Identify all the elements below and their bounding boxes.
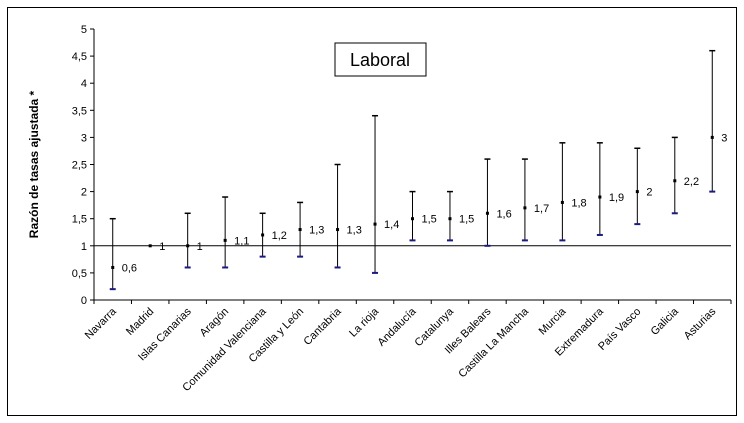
y-tick-label: 0,5 xyxy=(72,268,87,280)
y-tick-label: 3,5 xyxy=(72,105,87,117)
chart-frame: 0 0,5 1 1,5 2 2,5 3 3,5 4 4,5 5 0,6 1 1 1,1 1,2 1,3 1,3 1… xyxy=(7,7,737,416)
error-bar-group: 0,6 xyxy=(109,217,137,291)
y-tick-label: 3 xyxy=(81,132,87,144)
x-category-label: Murcia xyxy=(537,305,569,337)
error-bar-group: 1,4 xyxy=(372,114,399,274)
data-label: 1,9 xyxy=(609,192,624,204)
error-bar-group: 3 xyxy=(709,49,727,193)
estimate-point xyxy=(523,206,527,210)
x-category-label: Galicia xyxy=(649,305,682,338)
x-category-label: Aragón xyxy=(198,306,232,340)
data-label: 1,4 xyxy=(384,219,399,231)
x-category-label: Cantabria xyxy=(301,305,344,348)
y-tick-label: 5 xyxy=(81,24,87,36)
y-axis-title: Razón de tasas ajustada * xyxy=(27,90,41,238)
error-bar-group: 1,9 xyxy=(596,142,624,236)
x-category-label: Asturias xyxy=(682,305,719,342)
y-axis-ticks: 0 0,5 1 1,5 2 2,5 3 3,5 4 4,5 5 xyxy=(72,24,94,307)
title-box xyxy=(334,42,427,77)
estimate-point xyxy=(560,200,564,204)
error-bar-group: 1,3 xyxy=(334,163,362,269)
error-bar-group: 1,6 xyxy=(484,158,512,247)
data-label: 2,2 xyxy=(684,176,699,188)
error-bar-group: 2 xyxy=(634,147,652,226)
data-label: 1,3 xyxy=(347,225,362,237)
y-tick-label: 4,5 xyxy=(72,51,87,63)
error-bar-group: 1,3 xyxy=(297,201,324,258)
estimate-point xyxy=(635,190,639,194)
estimate-point xyxy=(298,228,302,232)
data-label: 1 xyxy=(197,241,203,253)
error-bar-group: 1 xyxy=(184,212,203,269)
chart-title: Laboral xyxy=(350,50,410,70)
error-bar-group: 1 xyxy=(148,241,165,253)
estimate-point xyxy=(411,217,414,221)
x-category-label: Navarra xyxy=(83,305,120,342)
error-bar-group: 1,2 xyxy=(259,212,287,258)
estimate-point xyxy=(186,244,190,248)
x-axis-ticks xyxy=(93,300,732,304)
data-label: 1,5 xyxy=(422,214,437,226)
y-tick-label: 2,5 xyxy=(72,160,87,172)
estimate-point xyxy=(111,265,115,269)
estimate-point xyxy=(485,211,489,215)
estimate-point xyxy=(448,217,452,221)
data-label: 1,3 xyxy=(309,225,324,237)
error-bar-group: 1,5 xyxy=(446,190,474,242)
error-bar-group: 1,1 xyxy=(222,196,249,269)
data-label: 1,2 xyxy=(272,230,287,242)
estimate-point xyxy=(710,135,714,139)
estimate-point xyxy=(336,228,340,232)
data-label: 1,7 xyxy=(534,203,549,215)
y-tick-label: 0 xyxy=(81,295,87,307)
error-bar-group: 2,2 xyxy=(671,136,699,215)
error-bars: 0,6 1 1 1,1 1,2 1,3 1,3 1,4 1,5 1,5 1,6 1,7 1,8 1,9 2 2… xyxy=(109,49,727,291)
estimate-point xyxy=(223,238,227,242)
x-category-label: La rioja xyxy=(347,305,382,340)
data-label: 1,6 xyxy=(496,208,511,220)
errorbar-chart: 0 0,5 1 1,5 2 2,5 3 3,5 4 4,5 5 0,6 1 1 1,1 1,2 1,3 1,3 1… xyxy=(27,24,732,394)
estimate-point xyxy=(673,179,677,183)
x-category-label: Madrid xyxy=(124,306,156,338)
estimate-point xyxy=(598,195,602,199)
estimate-point xyxy=(373,222,377,226)
error-bar-group: 1,8 xyxy=(559,142,587,242)
data-label: 1 xyxy=(159,241,165,253)
estimate-point xyxy=(261,233,265,237)
y-tick-label: 1 xyxy=(81,241,87,253)
x-category-label: Castilla La Mancha xyxy=(456,305,531,380)
data-label: 1,5 xyxy=(459,214,474,226)
y-tick-label: 4 xyxy=(81,78,87,90)
y-tick-label: 1,5 xyxy=(72,214,87,226)
data-label: 3 xyxy=(721,132,727,144)
data-label: 1,1 xyxy=(234,235,249,247)
data-label: 0,6 xyxy=(122,262,137,274)
error-bar-group: 1,7 xyxy=(521,158,549,242)
data-label: 2 xyxy=(646,187,652,199)
error-bar-group: 1,5 xyxy=(409,190,437,242)
y-tick-label: 2 xyxy=(81,187,87,199)
data-label: 1,8 xyxy=(571,197,586,209)
estimate-point xyxy=(148,244,152,248)
